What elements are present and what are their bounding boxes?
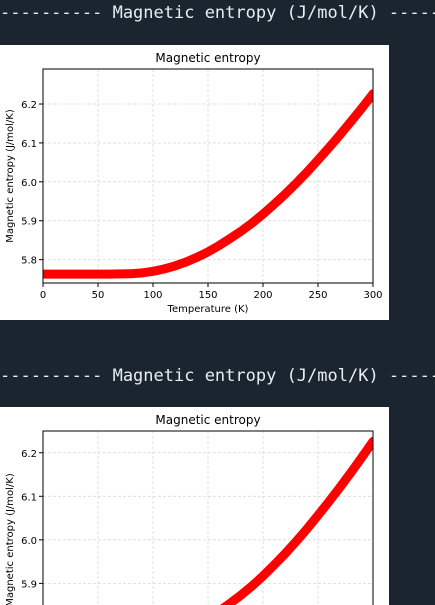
- y-tick-label: 6.0: [21, 178, 37, 189]
- x-tick-label: 200: [253, 290, 272, 301]
- y-tick-label: 5.9: [21, 217, 37, 228]
- y-tick-label: 6.0: [21, 536, 37, 547]
- chart-panel: 5.8 5.9 6.0 6.1 6.2 0 50 100 150 200 250 300 Magneti…: [0, 45, 389, 320]
- x-axis-label: Temperature (K): [167, 304, 249, 315]
- y-tick-label: 6.2: [21, 100, 37, 111]
- y-tick-label: 6.1: [21, 492, 37, 503]
- y-axis-label: Magnetic entropy (J/mol/K): [5, 473, 16, 605]
- series-line: [43, 89, 373, 279]
- x-tick-label: 150: [198, 290, 217, 301]
- x-tick-label: 300: [363, 290, 382, 301]
- series-line: [219, 436, 373, 605]
- plot-frame: [42, 430, 374, 605]
- x-tick-label: 0: [40, 290, 46, 301]
- chart-panel: 5.9 6.0 6.1 6.2 Magnetic entropy Magnetic ent…: [0, 407, 389, 605]
- magnetic-entropy-chart: 5.8 5.9 6.0 6.1 6.2 0 50 100 150 200 250 300 Magneti…: [5, 51, 383, 315]
- magnetic-entropy-chart: 5.9 6.0 6.1 6.2 Magnetic entropy Magnetic ent…: [5, 413, 374, 605]
- plot-frame: [42, 68, 374, 284]
- y-tick-label: 6.1: [21, 139, 37, 150]
- y-tick-label: 5.8: [21, 256, 37, 267]
- x-tick-label: 100: [143, 290, 162, 301]
- x-tick-label: 50: [92, 290, 105, 301]
- chart-title: Magnetic entropy: [155, 413, 260, 427]
- y-tick-label: 6.2: [21, 449, 37, 460]
- output-header: ---------- Magnetic entropy (J/mol/K) --…: [0, 3, 435, 23]
- output-header: ---------- Magnetic entropy (J/mol/K) --…: [0, 366, 435, 386]
- y-tick-label: 5.9: [21, 579, 37, 590]
- y-axis-label: Magnetic entropy (J/mol/K): [5, 109, 16, 243]
- chart-title: Magnetic entropy: [155, 51, 260, 65]
- x-tick-label: 250: [308, 290, 327, 301]
